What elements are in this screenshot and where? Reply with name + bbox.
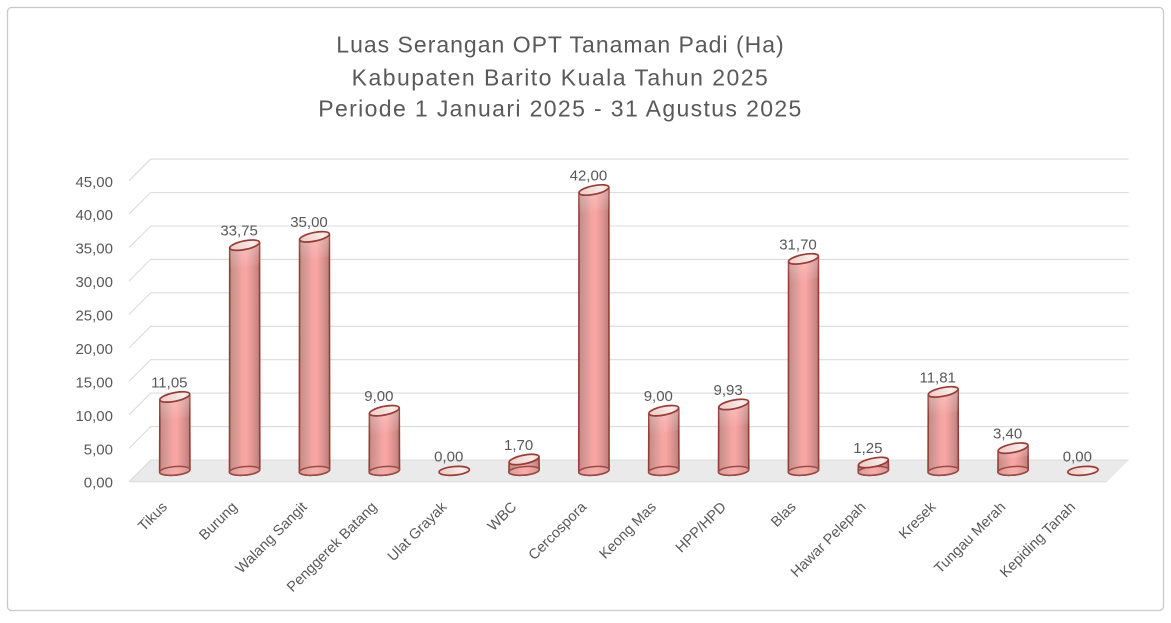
svg-text:30,00: 30,00 <box>75 274 113 291</box>
svg-text:9,00: 9,00 <box>644 388 673 405</box>
svg-text:33,75: 33,75 <box>220 223 258 240</box>
svg-text:35,00: 35,00 <box>75 241 113 258</box>
svg-text:9,93: 9,93 <box>713 382 742 399</box>
svg-text:40,00: 40,00 <box>75 207 113 224</box>
svg-text:31,70: 31,70 <box>779 236 817 253</box>
svg-text:Periode 1 Januari 2025 - 31 Ag: Periode 1 Januari 2025 - 31 Agustus 2025 <box>318 96 802 122</box>
svg-text:9,00: 9,00 <box>364 388 393 405</box>
svg-text:3,40: 3,40 <box>993 426 1022 443</box>
svg-text:1,70: 1,70 <box>504 437 533 454</box>
svg-text:0,00: 0,00 <box>1063 448 1092 465</box>
svg-text:5,00: 5,00 <box>84 441 113 458</box>
svg-text:11,81: 11,81 <box>919 369 955 386</box>
svg-text:Kabupaten Barito Kuala Tahun 2: Kabupaten Barito Kuala Tahun 2025 <box>352 65 770 91</box>
svg-text:0,00: 0,00 <box>434 448 463 465</box>
svg-text:45,00: 45,00 <box>75 174 113 191</box>
svg-text:15,00: 15,00 <box>75 374 113 391</box>
svg-text:11,05: 11,05 <box>151 374 187 391</box>
svg-text:35,00: 35,00 <box>290 214 328 231</box>
svg-text:0,00: 0,00 <box>84 475 113 492</box>
svg-text:25,00: 25,00 <box>75 308 113 325</box>
svg-text:Luas Serangan OPT Tanaman Padi: Luas Serangan OPT Tanaman Padi (Ha) <box>336 32 784 58</box>
svg-text:42,00: 42,00 <box>570 167 608 184</box>
svg-text:20,00: 20,00 <box>75 341 113 358</box>
svg-text:10,00: 10,00 <box>75 408 113 425</box>
svg-text:1,25: 1,25 <box>853 440 882 457</box>
